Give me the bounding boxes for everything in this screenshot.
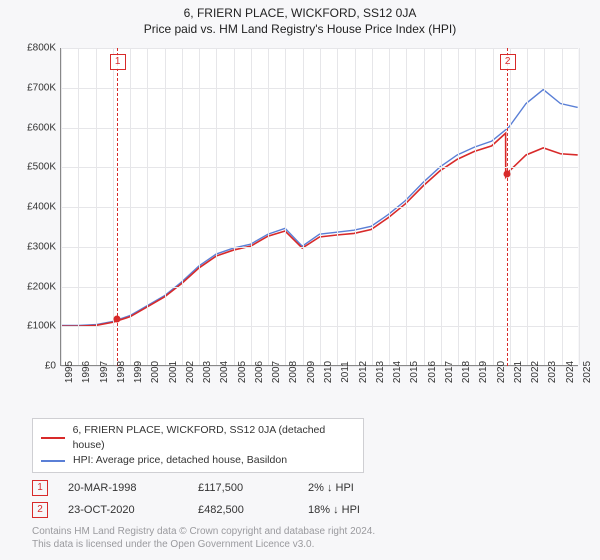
sale-marker-box: 2: [500, 54, 516, 70]
gridline-v: [320, 48, 321, 365]
sale-events: 1 20-MAR-1998 £117,500 2% ↓ HPI 2 23-OCT-2020…: [32, 477, 582, 521]
y-axis-label: £200K: [12, 281, 56, 292]
gridline-v: [130, 48, 131, 365]
gridline-v: [216, 48, 217, 365]
gridline-v: [61, 48, 62, 365]
sale-marker-dot: [503, 171, 510, 178]
y-axis-label: £800K: [12, 43, 56, 54]
gridline-v: [165, 48, 166, 365]
gridline-v: [527, 48, 528, 365]
x-axis-label: 2025: [582, 361, 600, 383]
footer-line-1: Contains HM Land Registry data © Crown c…: [32, 525, 582, 538]
y-axis-label: £0: [12, 361, 56, 372]
gridline-v: [510, 48, 511, 365]
gridline-v: [493, 48, 494, 365]
gridline-v: [303, 48, 304, 365]
sale-date: 20-MAR-1998: [68, 482, 178, 494]
gridline-v: [251, 48, 252, 365]
chart-titles: 6, FRIERN PLACE, WICKFORD, SS12 0JA Pric…: [0, 0, 600, 38]
gridline-v: [389, 48, 390, 365]
gridline-v: [182, 48, 183, 365]
sale-price: £482,500: [198, 504, 288, 516]
gridline-v: [372, 48, 373, 365]
y-axis-label: £700K: [12, 82, 56, 93]
sale-marker-dot: [113, 316, 120, 323]
title-address: 6, FRIERN PLACE, WICKFORD, SS12 0JA: [0, 6, 600, 20]
y-axis-label: £600K: [12, 122, 56, 133]
gridline-v: [234, 48, 235, 365]
gridline-v: [562, 48, 563, 365]
sale-row: 1 20-MAR-1998 £117,500 2% ↓ HPI: [32, 477, 582, 499]
legend-label: HPI: Average price, detached house, Basi…: [73, 453, 287, 468]
legend-swatch: [41, 437, 65, 439]
sale-number-box: 2: [32, 502, 48, 518]
sale-row: 2 23-OCT-2020 £482,500 18% ↓ HPI: [32, 499, 582, 521]
legend-swatch: [41, 460, 65, 462]
gridline-v: [458, 48, 459, 365]
chart-area: 12 £0£100K£200K£300K£400K£500K£600K£700K…: [12, 42, 582, 412]
legend-label: 6, FRIERN PLACE, WICKFORD, SS12 0JA (det…: [73, 423, 355, 453]
gridline-v: [424, 48, 425, 365]
sale-number-box: 1: [32, 480, 48, 496]
legend-row: 6, FRIERN PLACE, WICKFORD, SS12 0JA (det…: [41, 423, 355, 453]
gridline-v: [475, 48, 476, 365]
y-axis-label: £100K: [12, 321, 56, 332]
gridline-v: [147, 48, 148, 365]
gridline-v: [406, 48, 407, 365]
sale-vs-hpi: 2% ↓ HPI: [308, 482, 418, 494]
plot-background: 12: [60, 48, 578, 366]
gridline-v: [285, 48, 286, 365]
y-axis-label: £300K: [12, 241, 56, 252]
attribution-footer: Contains HM Land Registry data © Crown c…: [32, 525, 582, 551]
gridline-v: [355, 48, 356, 365]
y-axis-label: £400K: [12, 202, 56, 213]
sale-vs-hpi: 18% ↓ HPI: [308, 504, 418, 516]
sale-marker-box: 1: [110, 54, 126, 70]
gridline-v: [579, 48, 580, 365]
sale-price: £117,500: [198, 482, 288, 494]
title-subtitle: Price paid vs. HM Land Registry's House …: [0, 22, 600, 36]
gridline-v: [268, 48, 269, 365]
gridline-v: [199, 48, 200, 365]
sale-date: 23-OCT-2020: [68, 504, 178, 516]
footer-line-2: This data is licensed under the Open Gov…: [32, 538, 582, 551]
legend-box: 6, FRIERN PLACE, WICKFORD, SS12 0JA (det…: [32, 418, 364, 473]
gridline-v: [544, 48, 545, 365]
gridline-v: [96, 48, 97, 365]
gridline-v: [78, 48, 79, 365]
legend-row: HPI: Average price, detached house, Basi…: [41, 453, 355, 468]
y-axis-label: £500K: [12, 162, 56, 173]
gridline-v: [337, 48, 338, 365]
gridline-v: [441, 48, 442, 365]
sale-marker-line: [507, 48, 508, 366]
